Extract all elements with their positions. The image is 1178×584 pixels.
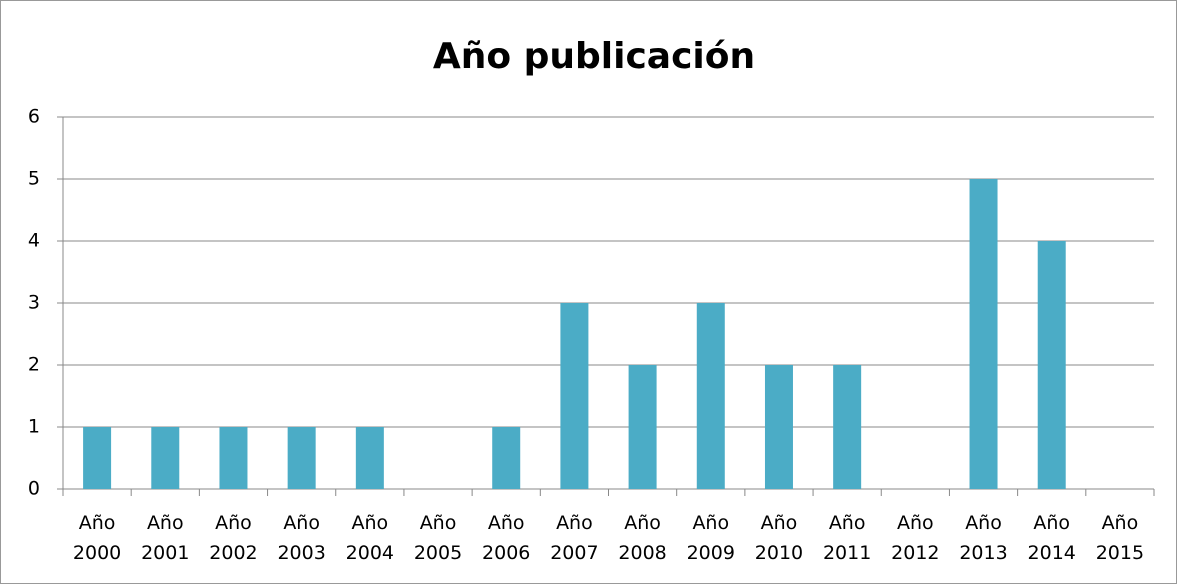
x-tick-label: Año 2008 [618,512,667,564]
x-tick-label: Año 2003 [277,512,326,564]
y-tick-label: 1 [28,416,40,438]
bar [1037,241,1066,489]
x-tick-label: Año 2006 [482,512,531,564]
x-tick-label: Año 2012 [891,512,940,564]
x-tick-label: Año 2010 [754,512,804,564]
y-tick-label: 2 [28,354,40,376]
y-tick-label: 3 [28,292,40,314]
bar [560,303,589,489]
bar [969,179,998,489]
x-tick-label: Año 2009 [686,512,735,564]
y-tick-label: 6 [28,106,40,128]
bar [151,427,180,489]
y-tick-label: 5 [28,168,40,190]
bar [355,427,384,489]
x-tick-label: Año 2004 [345,512,395,564]
y-tick-label: 4 [28,230,40,252]
x-tick-label: Año 2005 [413,512,463,564]
chart-title: Año publicación [433,36,755,77]
y-tick-label: 0 [28,478,40,500]
x-tick-label: Año 2014 [1027,512,1076,564]
bar [219,427,248,489]
bar [833,365,862,489]
x-tick-label: Año 2007 [550,512,599,564]
x-tick-label: Año 2015 [1095,512,1145,564]
x-tick-label: Año 2002 [209,512,258,564]
bar [696,303,725,489]
bar [287,427,316,489]
x-tick-label: Año 2000 [72,512,122,564]
bar [628,365,657,489]
x-tick-label: Año 2013 [959,512,1008,564]
bar [83,427,112,489]
x-tick-label: Año 2011 [822,512,872,564]
bar [492,427,521,489]
x-tick-label: Año 2001 [141,512,190,564]
bar [764,365,793,489]
